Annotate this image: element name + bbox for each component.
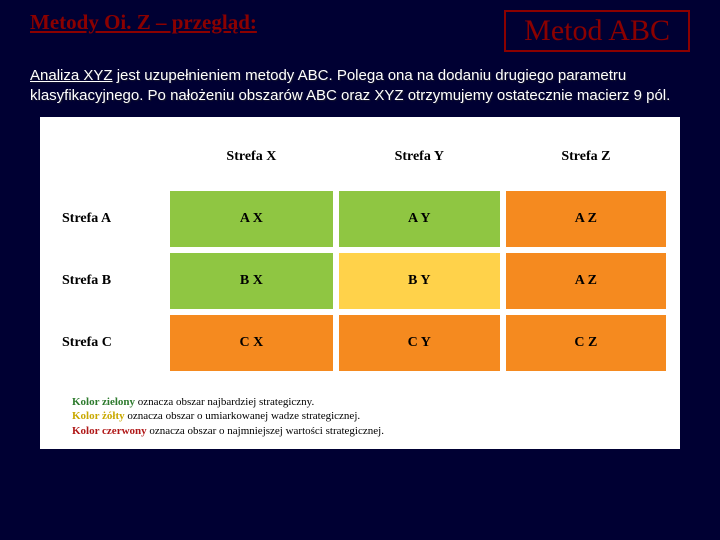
legend-label: Kolor zielony [72, 396, 135, 408]
matrix-cell: B X [170, 253, 333, 309]
decorative-lines [680, 150, 720, 450]
legend-text: oznacza obszar o najmniejszej wartości s… [147, 425, 384, 437]
matrix-container: Strefa X Strefa Y Strefa Z Strefa A A X … [40, 117, 680, 450]
intro-paragraph: Analiza XYZ jest uzupełnieniem metody AB… [0, 52, 720, 117]
legend-text: oznacza obszar najbardziej strategiczny. [135, 396, 314, 408]
matrix-corner [54, 129, 164, 185]
legend-item: Kolor zielony oznacza obszar najbardziej… [72, 395, 668, 410]
legend-item: Kolor czerwony oznacza obszar o najmniej… [72, 424, 668, 439]
legend-item: Kolor żółty oznacza obszar o umiarkowane… [72, 409, 668, 424]
col-header: Strefa Y [339, 129, 500, 185]
legend: Kolor zielony oznacza obszar najbardziej… [48, 377, 672, 440]
matrix-cell: A Z [506, 191, 666, 247]
matrix-cell: B Y [339, 253, 500, 309]
legend-text: oznacza obszar o umiarkowanej wadze stra… [125, 410, 360, 422]
matrix-cell: A Z [506, 253, 666, 309]
matrix-cell: C X [170, 315, 333, 371]
col-header: Strefa Z [506, 129, 666, 185]
abc-xyz-matrix: Strefa X Strefa Y Strefa Z Strefa A A X … [48, 123, 672, 377]
row-header: Strefa C [54, 315, 164, 371]
legend-label: Kolor czerwony [72, 425, 147, 437]
legend-label: Kolor żółty [72, 410, 125, 422]
intro-rest: jest uzupełnieniem metody ABC. Polega on… [30, 67, 670, 104]
matrix-cell: C Y [339, 315, 500, 371]
row-header: Strefa A [54, 191, 164, 247]
matrix-cell: C Z [506, 315, 666, 371]
intro-lead: Analiza XYZ [30, 67, 113, 84]
slide-subtitle: Metody Oi. Z – przegląd: [30, 10, 504, 35]
col-header: Strefa X [170, 129, 333, 185]
header-row: Metody Oi. Z – przegląd: Metod ABC [0, 0, 720, 52]
matrix-cell: A Y [339, 191, 500, 247]
matrix-cell: A X [170, 191, 333, 247]
slide-title: Metod ABC [524, 14, 670, 47]
row-header: Strefa B [54, 253, 164, 309]
title-box: Metod ABC [504, 10, 690, 52]
